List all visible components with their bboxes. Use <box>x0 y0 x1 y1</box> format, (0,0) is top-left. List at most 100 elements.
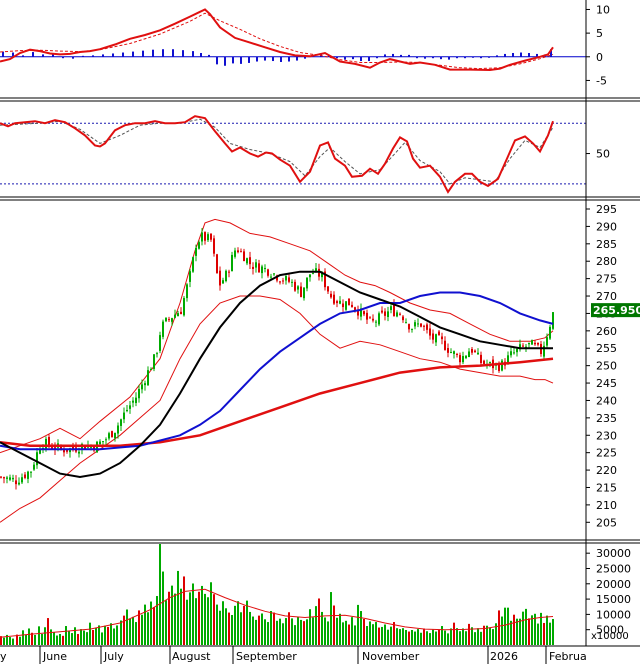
volume-bar <box>477 628 479 645</box>
candle-body <box>117 425 119 434</box>
macd-histogram-bar <box>240 56 242 64</box>
candle-body <box>240 251 242 253</box>
volume-bar <box>41 633 43 645</box>
x-axis-label-february: Februa <box>549 650 587 663</box>
candle-body <box>453 351 455 354</box>
volume-bar <box>267 622 269 645</box>
volume-bar <box>38 626 40 645</box>
price-axis-tick-label: 225 <box>596 447 617 460</box>
volume-bar <box>369 621 371 645</box>
stochastic-k-line <box>0 115 554 194</box>
volume-bar <box>92 630 94 645</box>
candle-body <box>459 355 461 363</box>
panel-frames <box>0 0 640 646</box>
volume-bar <box>501 616 503 645</box>
price-axis-tick-label: 270 <box>596 290 617 303</box>
volume-bar <box>213 594 215 645</box>
macd-histogram-bar <box>528 52 530 57</box>
candle-body <box>246 258 248 264</box>
macd-line <box>0 8 554 72</box>
candle-body <box>243 251 245 262</box>
volume-bar <box>390 626 392 645</box>
volume-bar <box>249 611 251 645</box>
volume-bar <box>77 633 79 645</box>
volume-bar <box>9 637 11 645</box>
price-axis-tick-label: 240 <box>596 394 617 407</box>
macd-histogram-bar <box>248 56 250 63</box>
volume-bar <box>180 588 182 645</box>
candle-body <box>522 345 524 347</box>
price-axis-tick-label: 255 <box>596 342 617 355</box>
macd-histogram-bar <box>208 54 210 57</box>
volume-bar <box>22 630 24 645</box>
candle-body <box>270 276 272 278</box>
candle-body <box>282 280 284 282</box>
macd-histogram-bar <box>424 56 426 59</box>
candle-body <box>162 321 164 337</box>
candle-body <box>312 273 314 275</box>
last-price-label: 265.9500 <box>593 304 640 317</box>
candle-body <box>150 368 152 370</box>
volume-bar <box>459 631 461 645</box>
candle-body <box>285 276 287 281</box>
candle-body <box>306 277 308 289</box>
macd-histogram-bar <box>504 53 506 57</box>
candle-body <box>462 355 464 363</box>
volume-bar <box>89 622 91 645</box>
candle-body <box>249 257 251 265</box>
volume-bar <box>68 631 70 645</box>
volume-bar <box>116 625 118 645</box>
macd-histogram-bar <box>62 56 64 59</box>
volume-bar <box>327 621 329 645</box>
volume-bar <box>138 610 140 645</box>
volume-bar <box>348 624 350 645</box>
macd-histogram-bar <box>344 56 346 60</box>
macd-histogram-bar <box>464 56 466 59</box>
volume-bar <box>399 629 401 645</box>
macd-histogram-bar <box>360 56 362 62</box>
macd-histogram-bar <box>520 52 522 57</box>
macd-histogram-bar <box>162 49 164 57</box>
volume-bar <box>28 628 30 645</box>
candle-body <box>498 364 500 371</box>
candle-body <box>471 348 473 353</box>
candle-body <box>339 300 341 304</box>
volume-bar <box>243 605 245 645</box>
volume-bar <box>417 629 419 645</box>
volume-bar <box>279 618 281 645</box>
candle-body <box>351 304 353 308</box>
candle-body <box>12 477 14 480</box>
macd-histogram-bar <box>488 56 490 58</box>
candle-body <box>138 389 140 399</box>
candle-body <box>267 269 269 276</box>
candle-body <box>279 281 281 283</box>
macd-histogram-bar <box>52 54 54 57</box>
candle-body <box>108 433 110 439</box>
candle-body <box>189 271 191 282</box>
candle-body <box>186 284 188 299</box>
volume-bar <box>309 609 311 645</box>
candle-body <box>0 476 2 478</box>
candle-body <box>429 328 431 336</box>
price-axis-tick-label: 215 <box>596 481 617 494</box>
candle-body <box>528 342 530 345</box>
candle-body <box>348 298 350 306</box>
volume-bar <box>258 615 260 645</box>
candle-body <box>273 273 275 275</box>
volume-bar <box>204 593 206 645</box>
volume-bar <box>528 618 530 645</box>
volume-bar <box>16 634 18 645</box>
volume-bar <box>252 616 254 645</box>
volume-panel: 30000 25000 20000 15000 10000 5000 x10000 <box>0 544 631 645</box>
volume-bar <box>324 617 326 645</box>
volume-bar <box>56 635 58 645</box>
volume-bar <box>144 604 146 645</box>
candle-body <box>27 471 29 479</box>
volume-bar <box>384 624 386 645</box>
bollinger-upper-band <box>0 218 554 454</box>
macd-histogram-bar <box>408 54 410 57</box>
candle-body <box>474 350 476 353</box>
volume-bar <box>489 627 491 645</box>
volume-bar <box>405 630 407 645</box>
